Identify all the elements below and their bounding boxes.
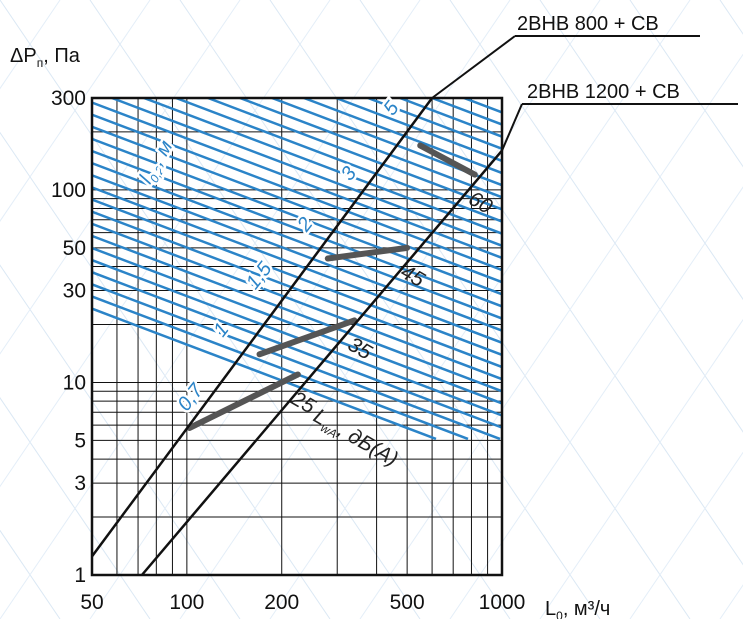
throw-distance-line <box>92 246 502 405</box>
background-stroke <box>539 318 743 619</box>
series-line <box>90 97 434 558</box>
throw-label: 0,7 <box>173 379 208 415</box>
throw-distance-lines <box>92 98 502 441</box>
background-stroke <box>0 0 241 355</box>
throw-distance-line <box>92 113 502 272</box>
noise-segment <box>324 244 411 262</box>
throw-distance-line <box>111 98 502 248</box>
throw-distance-line <box>92 295 469 441</box>
tick-labels: 50 100 200 500 1000 1 3 5 10 30 50 100 300 <box>51 87 525 614</box>
x-tick-label: 50 <box>80 591 103 614</box>
y-tick-label: 10 <box>63 371 86 394</box>
y-tick-label: 3 <box>74 472 86 495</box>
throw-distance-line <box>335 98 502 163</box>
y-tick-label: 300 <box>51 87 86 110</box>
y-tick-label: 30 <box>63 280 86 303</box>
throw-distance-line <box>92 283 501 441</box>
noise-segment <box>417 142 478 178</box>
throw-distance-line <box>92 101 502 260</box>
background-stroke <box>0 0 331 488</box>
throw-distance-line <box>92 210 502 369</box>
background-stroke <box>0 0 151 222</box>
throw-distance-line <box>399 98 502 138</box>
throw-distance-line <box>92 258 502 417</box>
background-stroke <box>629 451 743 619</box>
background-stroke <box>719 0 743 35</box>
y-tick-label: 50 <box>63 237 86 260</box>
series-line <box>140 149 503 576</box>
plot-frame <box>90 96 504 577</box>
noise-segment <box>256 317 358 358</box>
series-label: 2BHB 1200 + CB <box>527 81 680 103</box>
x-axis-label: L0, м³/ч <box>545 598 610 619</box>
throw-distance-line <box>303 98 502 175</box>
throw-distance-line <box>92 270 502 429</box>
noise-label: 60 <box>464 187 496 219</box>
throw-distance-line <box>92 234 502 393</box>
throw-distance-line <box>271 98 502 187</box>
background-stroke <box>719 584 743 619</box>
series-label: 2BHB 800 + CB <box>517 13 659 35</box>
y-tick-label: 5 <box>74 429 86 452</box>
y-tick-label: 1 <box>74 564 86 587</box>
throw-distance-line <box>92 161 502 320</box>
throw-distance-line <box>92 222 502 381</box>
throw-distance-line <box>92 125 502 284</box>
series-leader <box>501 103 523 151</box>
throw-distance-line <box>92 198 502 357</box>
throw-distance-line <box>143 98 502 235</box>
background-stroke <box>0 131 331 619</box>
background-stroke <box>449 186 743 619</box>
throw-distance-line <box>92 173 502 332</box>
noise-segment <box>186 371 301 431</box>
throw-distance-line <box>463 98 502 114</box>
series-leader <box>431 35 516 99</box>
x-tick-label: 100 <box>169 591 204 614</box>
throw-distance-line <box>92 137 502 296</box>
y-tick-label: 100 <box>51 179 86 202</box>
throw-distance-line <box>207 98 502 211</box>
y-axis-label: ΔPп, Па <box>10 45 81 70</box>
x-tick-label: 500 <box>390 591 425 614</box>
throw-distance-line <box>175 98 502 223</box>
x-tick-label: 200 <box>264 591 299 614</box>
background-stroke <box>0 397 151 619</box>
fan-characteristic-lines: 2BHB 800 + CB 2BHB 1200 + CB <box>90 13 738 576</box>
throw-label: 1,5 <box>242 257 277 293</box>
x-tick-label: 1000 <box>479 591 526 614</box>
background-stroke <box>89 0 511 619</box>
